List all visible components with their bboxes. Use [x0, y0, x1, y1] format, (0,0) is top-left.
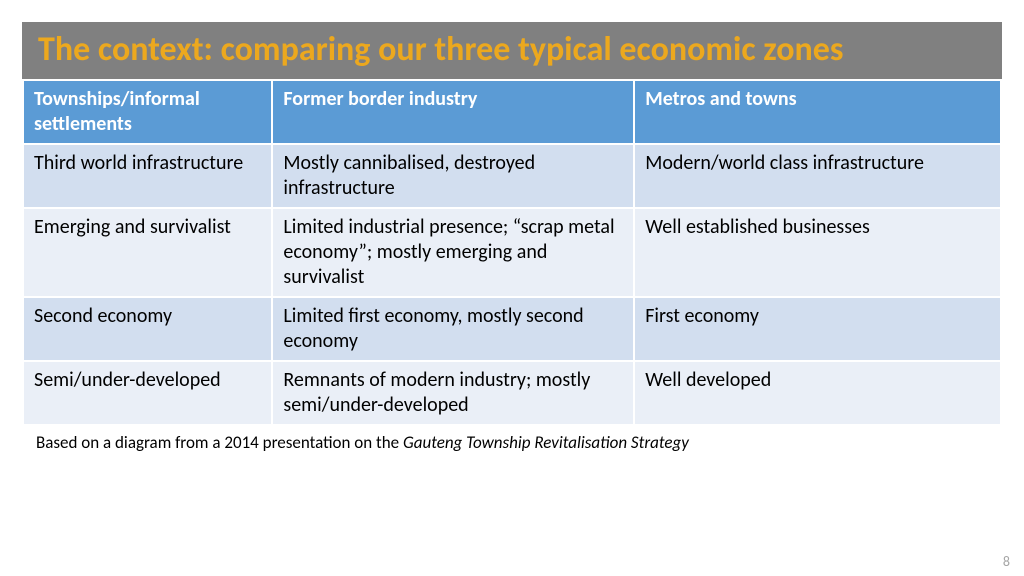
table-row: Semi/under-developed Remnants of modern … [23, 361, 1001, 425]
table-header-cell: Former border industry [272, 80, 634, 144]
title-bar: The context: comparing our three typical… [22, 22, 1002, 79]
table-cell: Modern/world class infrastructure [634, 144, 1001, 208]
table-cell: Limited industrial presence; “scrap meta… [272, 208, 634, 297]
table-cell: First economy [634, 297, 1001, 361]
comparison-table: Townships/informal settlements Former bo… [22, 79, 1002, 426]
slide: The context: comparing our three typical… [0, 0, 1024, 576]
table-row: Third world infrastructure Mostly cannib… [23, 144, 1001, 208]
table-cell: Well developed [634, 361, 1001, 425]
slide-title: The context: comparing our three typical… [38, 30, 986, 69]
table-cell: Second economy [23, 297, 272, 361]
table-row: Emerging and survivalist Limited industr… [23, 208, 1001, 297]
table-cell: Third world infrastructure [23, 144, 272, 208]
table-cell: Semi/under-developed [23, 361, 272, 425]
table-cell: Mostly cannibalised, destroyed infrastru… [272, 144, 634, 208]
table-cell: Well established businesses [634, 208, 1001, 297]
table-row: Second economy Limited first economy, mo… [23, 297, 1001, 361]
page-number: 8 [1003, 553, 1010, 570]
caption-prefix: Based on a diagram from a 2014 presentat… [36, 432, 403, 453]
table-header-row: Townships/informal settlements Former bo… [23, 80, 1001, 144]
table-cell: Limited first economy, mostly second eco… [272, 297, 634, 361]
table-cell: Emerging and survivalist [23, 208, 272, 297]
table-header-cell: Metros and towns [634, 80, 1001, 144]
table-cell: Remnants of modern industry; mostly semi… [272, 361, 634, 425]
caption: Based on a diagram from a 2014 presentat… [22, 426, 1002, 453]
table-header-cell: Townships/informal settlements [23, 80, 272, 144]
caption-italic: Gauteng Township Revitalisation Strategy [403, 432, 689, 453]
